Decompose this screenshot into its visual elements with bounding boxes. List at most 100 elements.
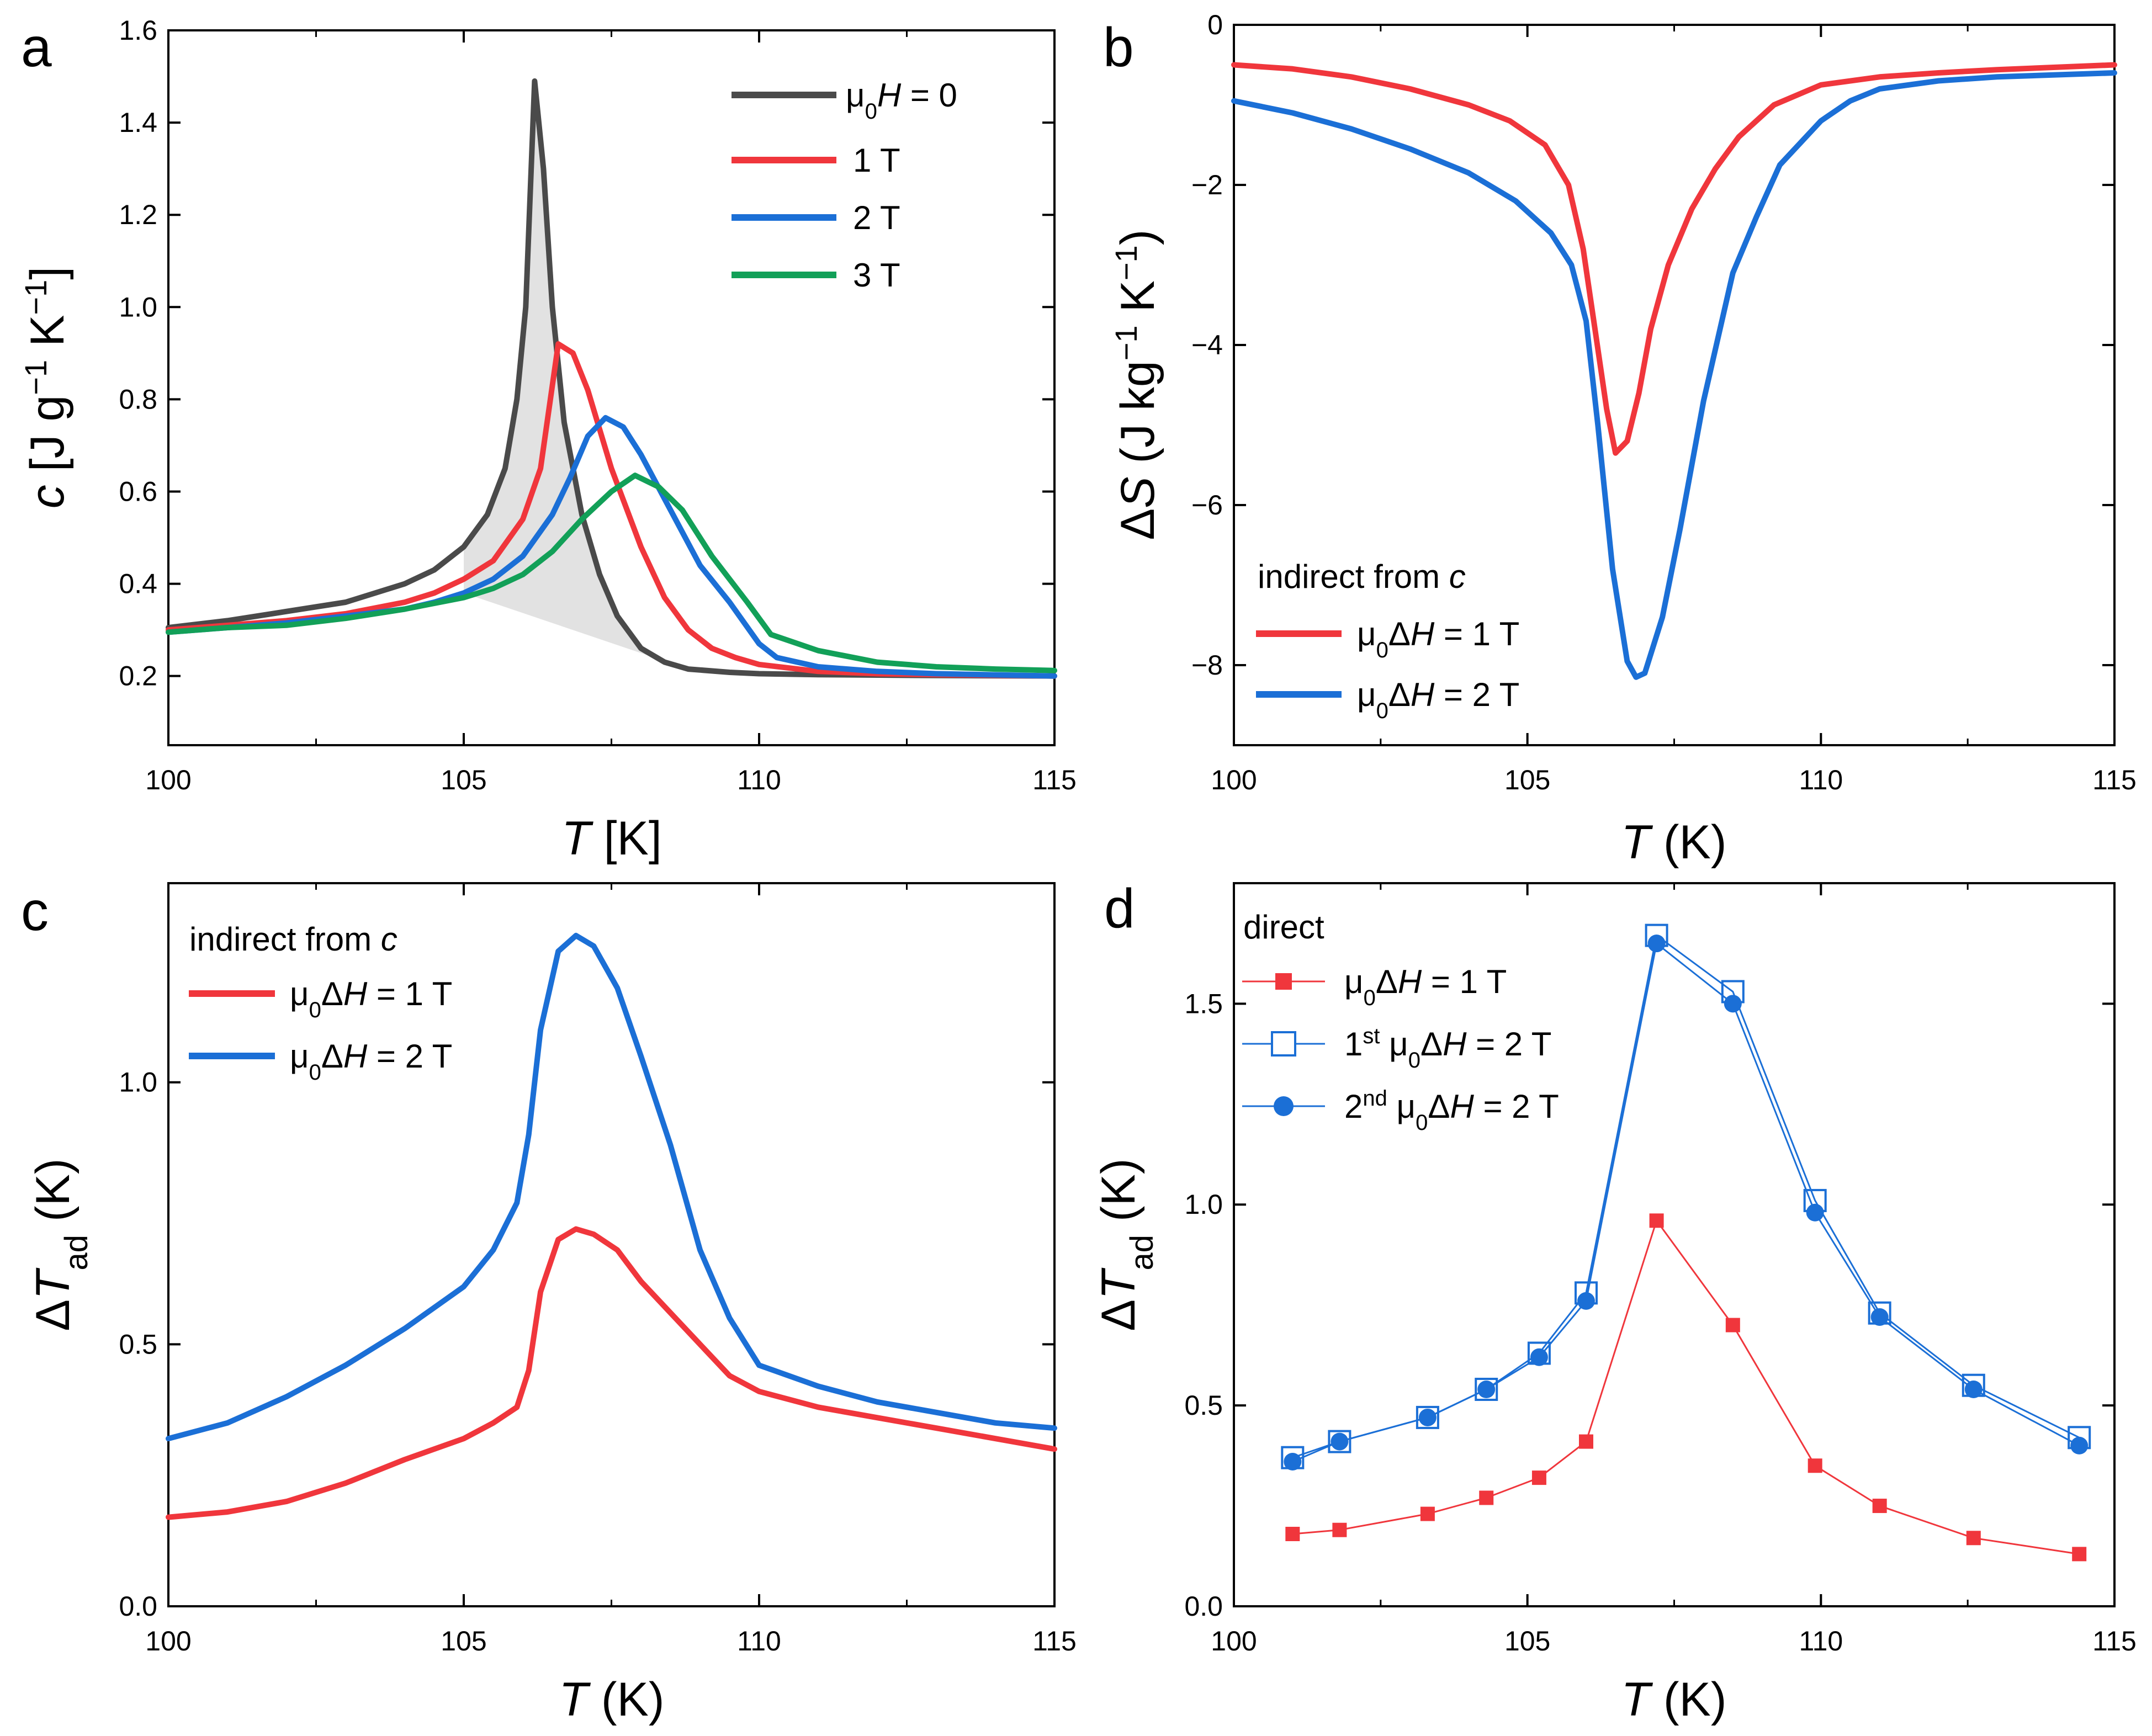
data-point [1285,1527,1300,1541]
x-tick-label: 100 [1211,765,1257,795]
data-point [1475,1378,1498,1401]
data-point [1332,1522,1347,1537]
x-tick-label: 105 [1504,765,1550,795]
series-line-a-0 [166,78,1057,679]
series-line-c-1 [166,932,1057,1442]
x-tick-label: 115 [2092,765,2137,795]
y-tick-label: 0.5 [119,1329,157,1360]
data-point [2072,1547,2087,1562]
y-tick-label: 1.0 [1184,1189,1223,1220]
x-axis-title-d: T (K) [1621,1673,1726,1726]
series-line-d-0 [1291,1219,2080,1555]
x-tick-label: 110 [737,1626,781,1657]
y-tick-label: 1.0 [119,291,157,322]
data-point [2070,1436,2089,1454]
series-line-c-0 [166,1226,1057,1520]
x-tick-label: 105 [1504,1626,1550,1657]
x-tick-label: 110 [737,765,781,795]
x-tick-label: 115 [2092,1626,2137,1657]
series-line-d-2 [1291,942,2080,1463]
panel-letter-b: b [1103,17,1134,78]
x-axis-title-b: T (K) [1621,816,1726,869]
data-point [1331,1432,1349,1451]
y-tick-label: −8 [1191,650,1223,681]
legend-marker-d-1t [1275,973,1292,990]
data-point [1579,1434,1593,1449]
y-tick-label: 0.0 [119,1591,157,1622]
data-point [1725,1318,1740,1332]
panel-letter-a: a [21,17,52,78]
axis-ticks-b: 100 105 110 115 0 −2 −4 −6 −8 [1191,9,2137,795]
legend-title-d: direct [1243,909,1324,946]
y-tick-label: 1.2 [119,199,157,230]
x-tick-label: 110 [1799,765,1843,795]
series-group-d [1281,923,2091,1562]
panel-letter-d: d [1104,878,1135,939]
x-tick-label: 115 [1032,1626,1077,1657]
y-tick-label: 0.0 [1184,1591,1223,1622]
x-tick-label: 115 [1032,765,1077,795]
x-tick-label: 105 [441,765,486,795]
series-group-c [166,932,1057,1520]
panel-a: a 100 105 110 115 0.2 0.4 0.6 0.8 1.0 1.2 1.4 1.6 T… [18,15,1077,865]
data-point [1577,1292,1595,1310]
data-point [1806,1203,1824,1222]
legend-label-1t: 1 T [853,142,900,179]
data-point [1328,1430,1351,1453]
y-tick-label: 1.5 [1184,988,1223,1019]
legend-label-2t: 2 T [853,199,900,236]
data-point [1872,1499,1887,1514]
y-tick-label: 1.6 [119,15,157,46]
y-tick-label: 0 [1207,9,1223,40]
legend-label-3t: 3 T [853,257,900,294]
y-tick-label: 1.0 [119,1067,157,1098]
y-tick-label: 0.8 [119,384,157,415]
x-tick-label: 110 [1799,1626,1843,1657]
y-tick-label: −6 [1191,490,1223,521]
series-line-a-3 [166,473,1057,673]
x-tick-label: 100 [145,1626,191,1657]
panel-letter-c: c [21,880,49,942]
x-tick-label: 105 [441,1626,486,1657]
y-tick-label: −4 [1191,330,1223,360]
x-axis-title-c: T (K) [559,1673,664,1726]
legend-marker-d-2t-first [1271,1031,1296,1057]
data-point [1724,995,1742,1013]
x-tick-label: 100 [1211,1626,1257,1657]
data-point [1530,1348,1548,1366]
data-point [1416,1405,1439,1429]
series-group-b [1231,62,2117,680]
series-line-b-1 [1231,70,2117,680]
series-line-a-1 [166,341,1057,679]
y-tick-label: −2 [1191,169,1223,200]
y-tick-label: 0.2 [119,661,157,692]
data-point [1420,1506,1435,1521]
data-point [1966,1531,1981,1546]
axis-ticks-d: 100 105 110 115 0.0 0.5 1.0 1.5 [1184,883,2137,1657]
data-point [1284,1453,1302,1470]
data-point [1647,935,1666,953]
data-point [1477,1381,1496,1398]
data-point [1964,1381,1983,1398]
data-point [1808,1458,1822,1473]
y-tick-label: 0.4 [119,569,157,599]
legend-title-b: indirect from c [1258,558,1466,595]
data-point [1418,1408,1437,1426]
x-axis-title-a: T [K] [561,812,662,865]
data-point [1649,1213,1664,1228]
legend-marker-d-2t-second [1274,1096,1294,1116]
data-point [1479,1490,1494,1505]
y-tick-label: 0.5 [1184,1390,1223,1421]
series-group-a [166,78,1057,679]
y-axis-title-b: ΔS (J kg−1 K−1) [1109,230,1165,540]
axis-ticks-a: 100 105 110 115 0.2 0.4 0.6 0.8 1.0 1.2 1.4 1.6 [119,15,1076,795]
x-tick-label: 100 [145,765,191,795]
series-line-b-0 [1231,62,2117,456]
y-tick-label: 0.6 [119,476,157,507]
axis-ticks-c: 100 105 110 115 0.0 0.5 1.0 [119,883,1077,1657]
y-tick-label: 1.4 [119,107,157,138]
data-point [1531,1470,1546,1485]
data-point [1870,1308,1889,1326]
